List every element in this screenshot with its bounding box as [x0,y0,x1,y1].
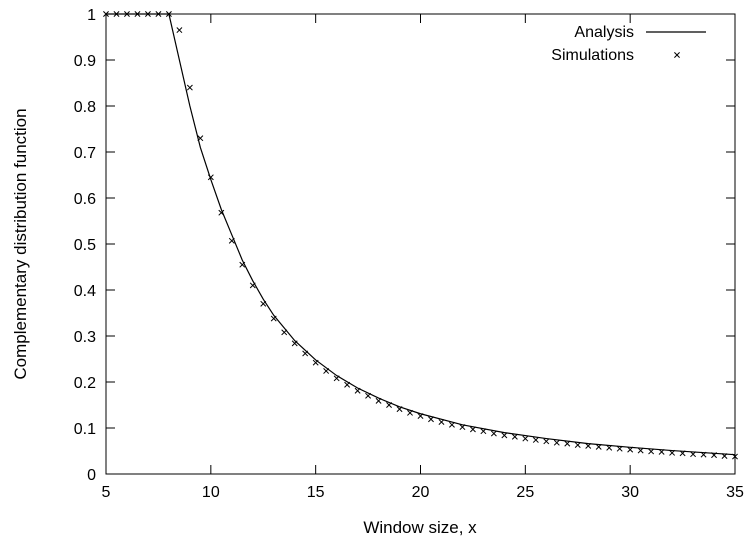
simulation-point [711,452,717,459]
simulation-point [124,11,130,17]
plot-frame [105,13,736,475]
legend-marker-x [674,52,680,58]
simulation-point [186,84,193,91]
x-tick-label: 10 [202,484,220,501]
simulation-point [543,438,550,445]
legend: Analysis Simulations [551,24,706,64]
legend-label-simulations: Simulations [551,47,634,64]
simulation-point [218,209,225,216]
simulation-point [207,174,214,181]
simulation-point [270,315,277,322]
x-tick-label: 5 [102,484,111,501]
simulation-point [323,368,330,374]
y-tick-label: 0.5 [74,237,96,254]
simulation-point [532,437,539,443]
y-tick-label: 0.2 [74,375,96,392]
y-tick-label: 0.7 [74,145,96,162]
simulation-point [648,448,655,455]
simulation-point [606,444,613,451]
simulation-point [595,443,602,450]
simulation-point [260,300,267,307]
simulation-point [428,416,434,423]
simulation-point [669,449,676,456]
simulation-point [365,392,372,399]
simulation-point [281,329,288,336]
x-axis-title: Window size, x [363,518,477,537]
simulation-point [417,413,424,419]
simulation-point [448,421,455,428]
simulation-point [679,450,686,457]
simulation-point [438,419,445,425]
simulation-point [732,453,738,460]
y-tick-label: 0.4 [74,283,96,300]
x-tick-label: 15 [307,484,325,501]
simulation-point [469,426,476,433]
simulation-point [302,350,309,357]
simulation-point [155,11,162,17]
simulation-point [197,135,204,142]
simulation-point [501,432,508,439]
simulation-point [700,451,707,458]
simulation-point [165,11,172,17]
y-tick-label: 0.1 [74,421,96,438]
simulation-point [690,451,697,458]
simulation-point [396,406,403,413]
y-tick-label: 0.3 [74,329,96,346]
simulation-point [511,433,518,440]
simulation-point [375,397,382,404]
simulation-point [103,11,109,17]
simulation-point [176,27,183,34]
simulation-point [113,11,120,17]
simulation-point [585,442,592,449]
y-tick-label: 0.8 [74,99,96,116]
x-tick-labels: 5 10 15 20 25 30 35 [102,484,744,501]
simulation-point [553,439,560,446]
y-tick-label: 0 [87,467,96,484]
x-tick-label: 25 [516,484,534,501]
legend-label-analysis: Analysis [574,24,634,41]
ticks [105,13,736,475]
legend-marker-simulations [674,52,680,58]
simulation-markers [103,11,738,460]
y-tick-labels: 0 0.1 0.2 0.3 0.4 0.5 0.6 0.7 0.8 0.9 1 [74,7,96,484]
x-tick-label: 35 [726,484,744,501]
simulation-point [312,359,319,366]
y-tick-label: 1 [87,7,96,24]
simulation-point [522,435,529,442]
simulation-point [480,428,487,435]
y-axis-title: Complementary distribution function [11,108,30,379]
simulation-point [144,11,151,17]
simulation-point [407,409,413,416]
x-tick-label: 20 [412,484,430,501]
simulation-point [134,11,141,17]
simulation-point [386,402,393,408]
simulation-point [616,445,623,452]
x-tick-label: 30 [621,484,639,501]
simulation-point [228,237,235,244]
simulation-point [490,430,497,437]
simulation-point [333,375,340,382]
simulation-point [574,442,581,448]
simulation-point [721,453,728,460]
y-tick-label: 0.6 [74,191,96,208]
simulation-point [658,448,665,455]
simulation-point [564,440,571,447]
simulation-point [344,381,351,388]
simulation-point [459,424,466,431]
simulation-point [239,261,246,268]
simulation-point [627,446,634,453]
simulation-point [637,447,644,454]
y-tick-label: 0.9 [74,53,96,70]
simulation-point [354,387,361,394]
analysis-line [106,13,736,456]
simulation-point [291,340,298,347]
simulation-point [249,282,256,289]
